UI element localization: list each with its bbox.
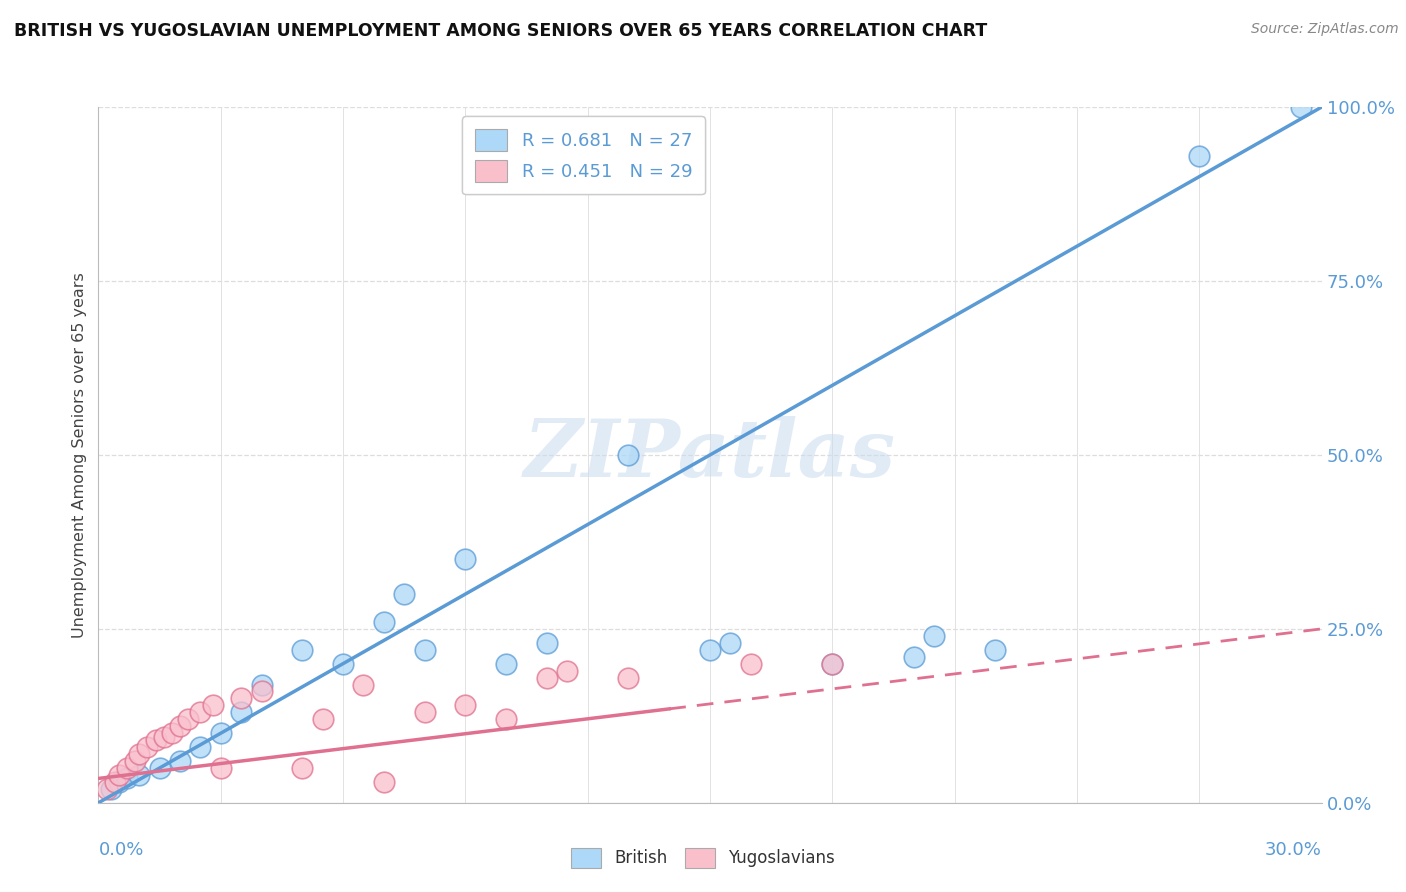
Point xyxy=(209,726,232,740)
Point xyxy=(454,552,477,566)
Point xyxy=(124,754,146,768)
Point xyxy=(291,761,314,775)
Point xyxy=(821,657,844,671)
Point xyxy=(169,719,191,733)
Point xyxy=(96,781,118,796)
Point xyxy=(454,698,477,713)
Point xyxy=(188,706,212,720)
Point xyxy=(413,706,436,720)
Point xyxy=(392,587,416,601)
Point xyxy=(555,664,579,678)
Point xyxy=(699,642,721,657)
Point xyxy=(104,775,127,789)
Point xyxy=(128,768,150,782)
Point xyxy=(100,781,122,796)
Point xyxy=(136,740,159,755)
Point xyxy=(332,657,354,671)
Point xyxy=(169,754,191,768)
Point xyxy=(617,671,640,685)
Point xyxy=(231,691,253,706)
Point xyxy=(922,629,945,643)
Point xyxy=(373,775,395,789)
Point xyxy=(495,657,517,671)
Point xyxy=(536,671,558,685)
Point xyxy=(152,730,174,744)
Point xyxy=(231,706,253,720)
Point xyxy=(617,448,640,462)
Point xyxy=(145,733,167,747)
Legend: British, Yugoslavians: British, Yugoslavians xyxy=(565,841,841,875)
Point xyxy=(312,712,335,726)
Point xyxy=(115,761,138,775)
Point xyxy=(1291,100,1313,114)
Point xyxy=(201,698,224,713)
Point xyxy=(718,636,742,650)
Point xyxy=(250,684,273,698)
Y-axis label: Unemployment Among Seniors over 65 years: Unemployment Among Seniors over 65 years xyxy=(72,272,87,638)
Point xyxy=(291,642,314,657)
Point xyxy=(115,772,138,786)
Point xyxy=(149,761,172,775)
Point xyxy=(209,761,232,775)
Point xyxy=(984,642,1007,657)
Text: Source: ZipAtlas.com: Source: ZipAtlas.com xyxy=(1251,22,1399,37)
Text: 0.0%: 0.0% xyxy=(98,841,143,859)
Point xyxy=(352,677,374,691)
Point xyxy=(108,775,131,789)
Point xyxy=(495,712,517,726)
Point xyxy=(903,649,925,664)
Point xyxy=(740,657,762,671)
Point xyxy=(177,712,200,726)
Point xyxy=(128,747,150,761)
Text: ZIPatlas: ZIPatlas xyxy=(524,417,896,493)
Point xyxy=(413,642,436,657)
Legend: R = 0.681   N = 27, R = 0.451   N = 29: R = 0.681 N = 27, R = 0.451 N = 29 xyxy=(463,116,704,194)
Point xyxy=(250,677,273,691)
Point xyxy=(1188,149,1211,163)
Point xyxy=(536,636,558,650)
Point xyxy=(160,726,183,740)
Text: 30.0%: 30.0% xyxy=(1265,841,1322,859)
Text: BRITISH VS YUGOSLAVIAN UNEMPLOYMENT AMONG SENIORS OVER 65 YEARS CORRELATION CHAR: BRITISH VS YUGOSLAVIAN UNEMPLOYMENT AMON… xyxy=(14,22,987,40)
Point xyxy=(188,740,212,755)
Point xyxy=(821,657,844,671)
Point xyxy=(373,615,395,629)
Point xyxy=(108,768,131,782)
